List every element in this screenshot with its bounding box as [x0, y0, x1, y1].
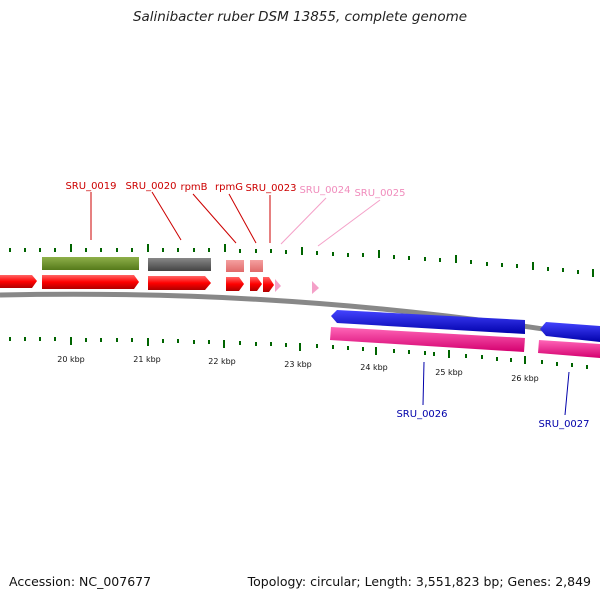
tick-row-lower — [9, 337, 588, 369]
gene-labels-top: SRU_0019 SRU_0020 rpmB rpmG SRU_0023 SRU… — [65, 181, 405, 199]
gene-block-sru0027[interactable] — [540, 322, 600, 342]
gene-label-sru0025[interactable]: SRU_0025 — [354, 188, 405, 199]
map-title: Salinibacter ruber DSM 13855, complete g… — [132, 9, 468, 25]
tick-row-upper — [9, 244, 594, 277]
gene-label-sru0026[interactable]: SRU_0026 — [396, 409, 447, 420]
cds-forward-row — [0, 275, 319, 294]
cds-arrow-sru0019[interactable] — [42, 275, 139, 289]
gene-block-sru0026[interactable] — [331, 310, 525, 334]
cds-arrow[interactable] — [0, 275, 37, 288]
cds-arrow-sru0020[interactable] — [148, 276, 211, 290]
accession-text: Accession: NC_007677 — [9, 574, 152, 589]
gene-label-leaders-top — [90, 191, 381, 247]
gene-label-sru0023[interactable]: SRU_0023 — [245, 183, 296, 194]
gene-labels-bottom: SRU_0026 SRU_0027 — [396, 409, 589, 430]
scale-labels: 20 kbp 21 kbp 22 kbp 23 kbp 24 kbp 25 kb… — [57, 355, 539, 383]
gene-block-rpmg[interactable] — [250, 260, 263, 272]
gene-label-rpmg[interactable]: rpmG — [215, 182, 243, 193]
gene-block-sru0019[interactable] — [42, 257, 139, 270]
scale-label: 26 kbp — [511, 374, 539, 383]
genome-summary-text: Topology: circular; Length: 3,551,823 bp… — [247, 574, 591, 589]
cds-arrow-sru0027[interactable] — [538, 340, 600, 358]
scale-label: 21 kbp — [133, 355, 161, 364]
scale-label: 22 kbp — [208, 357, 236, 366]
cds-arrow-sru0026[interactable] — [330, 327, 525, 352]
gene-label-sru0027[interactable]: SRU_0027 — [538, 419, 589, 430]
gene-label-sru0024[interactable]: SRU_0024 — [299, 185, 350, 196]
gene-label-sru0020[interactable]: SRU_0020 — [125, 181, 176, 192]
gene-block-rpmb[interactable] — [226, 260, 244, 272]
gene-block-sru0020[interactable] — [148, 258, 211, 271]
scale-label: 24 kbp — [360, 363, 388, 372]
cds-arrow-sru0025[interactable] — [312, 281, 319, 294]
scale-label: 20 kbp — [57, 355, 85, 364]
scale-label: 23 kbp — [284, 360, 312, 369]
gene-label-sru0019[interactable]: SRU_0019 — [65, 181, 116, 192]
cds-arrow-rpmg[interactable] — [250, 277, 262, 291]
scale-label: 25 kbp — [435, 368, 463, 377]
gene-label-leaders-bottom — [422, 361, 570, 416]
cds-arrow-rpmb[interactable] — [226, 277, 244, 291]
cds-arrow-sru0024[interactable] — [275, 279, 281, 292]
gene-label-rpmb[interactable]: rpmB — [180, 182, 207, 193]
cds-arrow-sru0023[interactable] — [263, 277, 274, 292]
